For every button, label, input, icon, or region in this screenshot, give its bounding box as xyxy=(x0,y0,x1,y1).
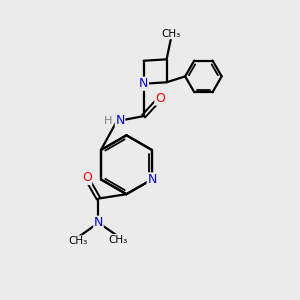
Text: N: N xyxy=(94,216,103,229)
Text: N: N xyxy=(147,173,157,186)
Text: CH₃: CH₃ xyxy=(161,29,181,39)
Text: O: O xyxy=(155,92,165,105)
Text: N: N xyxy=(139,77,148,90)
Text: O: O xyxy=(82,172,92,184)
Text: CH₃: CH₃ xyxy=(108,235,127,244)
Text: CH₃: CH₃ xyxy=(68,236,88,246)
Text: H: H xyxy=(104,116,112,126)
Text: N: N xyxy=(116,114,125,127)
